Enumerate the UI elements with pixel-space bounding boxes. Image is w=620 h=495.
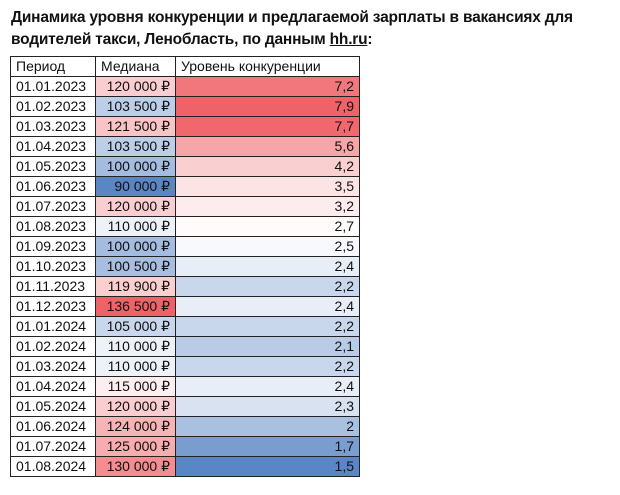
cell-level: 2 [175,416,360,437]
cell-median: 100 500 ₽ [95,256,176,277]
cell-period: 01.08.2024 [10,456,96,477]
cell-median: 120 000 ₽ [95,396,176,417]
table-row: 01.05.2024 120 000 ₽2,3 [10,396,360,417]
table-row: 01.07.2023 120 000 ₽3,2 [10,196,360,217]
cell-level: 2,5 [175,236,360,257]
source-link[interactable]: hh.ru [329,31,368,48]
cell-period: 01.06.2024 [10,416,96,437]
cell-level: 3,2 [175,196,360,217]
table-row: 01.09.2023 100 000 ₽2,5 [10,236,360,257]
table-row: 01.12.2023 136 500 ₽2,4 [10,296,360,317]
table-row: 01.11.2023 119 900 ₽2,2 [10,276,360,297]
cell-period: 01.07.2024 [10,436,96,457]
cell-median: 103 500 ₽ [95,96,176,117]
cell-period: 01.11.2023 [10,276,96,297]
cell-period: 01.10.2023 [10,256,96,277]
cell-median: 103 500 ₽ [95,136,176,157]
cell-level: 2,7 [175,216,360,237]
cell-period: 01.07.2023 [10,196,96,217]
cell-level: 2,1 [175,336,360,357]
cell-level: 2,3 [175,396,360,417]
cell-median: 100 000 ₽ [95,156,176,177]
table-row: 01.05.2023 100 000 ₽4,2 [10,156,360,177]
cell-level: 7,9 [175,96,360,117]
cell-median: 110 000 ₽ [95,356,176,377]
cell-period: 01.01.2023 [10,76,96,97]
table-row: 01.07.2024 125 000 ₽1,7 [10,436,360,457]
cell-period: 01.05.2024 [10,396,96,417]
cell-level: 2,2 [175,276,360,297]
cell-median: 120 000 ₽ [95,76,176,97]
table-row: 01.04.2024 115 000 ₽2,4 [10,376,360,397]
cell-median: 120 000 ₽ [95,196,176,217]
cell-median: 119 900 ₽ [95,276,176,297]
table-row: 01.03.2023 121 500 ₽7,7 [10,116,360,137]
cell-median: 130 000 ₽ [95,456,176,477]
cell-median: 124 000 ₽ [95,416,176,437]
cell-period: 01.01.2024 [10,316,96,337]
table-body: 01.01.2023 120 000 ₽7,2 01.02.2023 103 500 … [10,76,360,477]
header-median: Медиана [95,56,176,77]
cell-level: 2,4 [175,256,360,277]
cell-period: 01.06.2023 [10,176,96,197]
competition-table: Период Медиана Уровень конкуренции 01.01… [10,56,360,477]
cell-level: 4,2 [175,156,360,177]
table-row: 01.02.2023 103 500 ₽7,9 [10,96,360,117]
table-row: 01.03.2024 110 000 ₽2,2 [10,356,360,377]
cell-median: 125 000 ₽ [95,436,176,457]
cell-period: 01.03.2024 [10,356,96,377]
title-suffix: : [367,31,373,48]
table-header-row: Период Медиана Уровень конкуренции [10,56,360,77]
cell-median: 136 500 ₽ [95,296,176,317]
cell-level: 7,7 [175,116,360,137]
table-row: 01.04.2023 103 500 ₽5,6 [10,136,360,157]
cell-level: 7,2 [175,76,360,97]
table-row: 01.01.2023 120 000 ₽7,2 [10,76,360,97]
table-row: 01.02.2024 110 000 ₽2,1 [10,336,360,357]
page-title: Динамика уровня конкуренции и предлагаем… [11,7,615,51]
cell-level: 5,6 [175,136,360,157]
cell-median: 105 000 ₽ [95,316,176,337]
cell-median: 90 000 ₽ [95,176,176,197]
cell-period: 01.02.2023 [10,96,96,117]
table-row: 01.06.2023 90 000 ₽3,5 [10,176,360,197]
table-row: 01.10.2023 100 500 ₽2,4 [10,256,360,277]
cell-period: 01.08.2023 [10,216,96,237]
header-period: Период [10,56,96,77]
cell-period: 01.12.2023 [10,296,96,317]
cell-level: 2,4 [175,376,360,397]
cell-level: 2,2 [175,356,360,377]
header-level: Уровень конкуренции [175,56,360,77]
cell-level: 2,2 [175,316,360,337]
cell-period: 01.09.2023 [10,236,96,257]
cell-period: 01.05.2023 [10,156,96,177]
cell-level: 3,5 [175,176,360,197]
cell-period: 01.04.2024 [10,376,96,397]
cell-level: 1,5 [175,456,360,477]
cell-period: 01.02.2024 [10,336,96,357]
table-row: 01.08.2023 110 000 ₽2,7 [10,216,360,237]
title-text: Динамика уровня конкуренции и предлагаем… [11,9,573,48]
cell-level: 1,7 [175,436,360,457]
cell-median: 110 000 ₽ [95,336,176,357]
table-row: 01.01.2024 105 000 ₽2,2 [10,316,360,337]
cell-median: 110 000 ₽ [95,216,176,237]
cell-median: 121 500 ₽ [95,116,176,137]
cell-level: 2,4 [175,296,360,317]
table-row: 01.08.2024 130 000 ₽1,5 [10,456,360,477]
cell-period: 01.03.2023 [10,116,96,137]
cell-median: 115 000 ₽ [95,376,176,397]
cell-period: 01.04.2023 [10,136,96,157]
table-row: 01.06.2024 124 000 ₽2 [10,416,360,437]
cell-median: 100 000 ₽ [95,236,176,257]
